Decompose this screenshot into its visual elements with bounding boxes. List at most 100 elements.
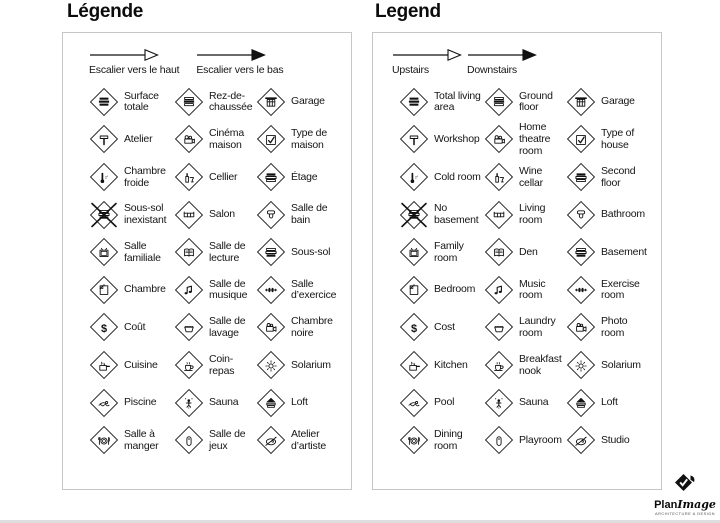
arrow-label: Escalier vers le haut: [89, 64, 180, 76]
up-arrow-icon: [393, 48, 462, 62]
legend-item: Loft: [566, 388, 653, 418]
projector-icon: [174, 125, 204, 155]
tv-icon: [89, 238, 119, 268]
sofa-icon: [484, 200, 514, 230]
legend-item-label: Bathroom: [601, 208, 645, 221]
loft-icon: [566, 388, 596, 418]
legend-item: Loft: [256, 388, 343, 418]
legend-item: Salon: [174, 200, 256, 230]
legend-item-label: Salle de jeux: [209, 427, 246, 452]
legend-item-label: Music room: [519, 277, 546, 302]
dumbbell-icon: [566, 275, 596, 305]
legend-item-label: Breakfast nook: [519, 352, 562, 377]
logo-tagline: ARCHITECTURE & DESIGN: [655, 511, 715, 516]
sofa-icon: [174, 200, 204, 230]
legend-item: Sauna: [174, 388, 256, 418]
legend-item-label: Chambre froide: [124, 164, 166, 189]
legend-item: Solarium: [566, 350, 653, 381]
legend-item: Chambre noire: [256, 313, 343, 343]
toilet-icon: [566, 200, 596, 230]
palette-icon: [566, 426, 596, 456]
legend-item: Cellier: [174, 162, 256, 193]
legend-item-label: Cold room: [434, 170, 481, 183]
legend-item-label: Den: [519, 245, 538, 258]
svg-text:$: $: [411, 323, 417, 335]
legend-item-label: Surface totale: [124, 89, 159, 114]
legend-item: Salle familiale: [89, 238, 174, 268]
stack-top-icon: [566, 162, 596, 193]
legend-item: Cinéma maison: [174, 125, 256, 155]
checkbox-icon: [566, 125, 596, 155]
svg-text:2°: 2°: [415, 175, 419, 179]
sun-icon: [566, 350, 596, 381]
arrow-label: Downstairs: [467, 64, 517, 76]
music-note-icon: [174, 275, 204, 305]
stairs-arrow-key: Upstairs Downstairs: [392, 48, 661, 77]
legend-item: Sous-sol inexistant: [89, 200, 174, 230]
legend-item-label: Chambre noire: [291, 315, 333, 339]
legend-item-label: Loft: [601, 396, 618, 409]
legend-item-label: Cinéma maison: [209, 127, 244, 151]
dumbbell-icon: [256, 275, 286, 305]
hammer-icon: [399, 125, 429, 155]
legend-item: Ground floor: [484, 87, 566, 117]
planimage-logo-icon: [675, 474, 695, 491]
legend-item-label: Garage: [291, 95, 325, 108]
cooking-pot-icon: [399, 350, 429, 381]
legend-item: Workshop: [399, 125, 484, 155]
legend-item: Total living area: [399, 87, 484, 117]
cross-out-icon: [91, 202, 117, 228]
legend-item: Piscine: [89, 388, 174, 418]
thermometer-icon: 2°: [89, 162, 119, 193]
legend-item-label: Workshop: [434, 133, 480, 146]
legend-panel-english: Upstairs Downstairs Total living area Grou…: [372, 32, 662, 490]
legend-title-french: Légende: [67, 1, 144, 22]
swimmer-icon: [399, 388, 429, 418]
legend-title-english: Legend: [375, 1, 441, 22]
arrow-label: Escalier vers le bas: [196, 64, 284, 76]
no-basement-icon: [399, 200, 429, 230]
legend-item: Laundry room: [484, 313, 566, 343]
legend-item-label: Garage: [601, 95, 635, 108]
downstairs-arrow-key: Escalier vers le bas: [196, 48, 284, 77]
movie-camera-icon: [256, 313, 286, 343]
arrow-label: Upstairs: [392, 64, 429, 76]
svg-text:$: $: [101, 323, 107, 335]
legend-item: Sous-sol: [256, 238, 343, 268]
planimage-logo: PlanImage ARCHITECTURE & DESIGN: [654, 474, 716, 516]
legend-item: 2° Chambre froide: [89, 162, 174, 193]
legend-item-label: Bedroom: [434, 283, 476, 296]
stack-top-icon: [256, 162, 286, 193]
legend-item: Den: [484, 238, 566, 268]
legend-item: No basement: [399, 200, 484, 230]
stack-middle-icon: [174, 87, 204, 117]
washbasin-icon: [174, 313, 204, 343]
legend-item-label: Coût: [124, 321, 146, 334]
legend-item-label: Living room: [519, 202, 546, 227]
legend-item: Kitchen: [399, 350, 484, 381]
stack-bottom-icon: [256, 238, 286, 268]
sauna-person-icon: [484, 388, 514, 418]
legend-item: Salle d’exercice: [256, 275, 343, 305]
legend-item: Étage: [256, 162, 343, 193]
legend-item-label: Playroom: [519, 433, 562, 446]
up-arrow-icon: [90, 48, 159, 62]
legend-item: Salle de bain: [256, 200, 343, 230]
legend-item: Chambre: [89, 275, 174, 305]
legend-item: Basement: [566, 238, 653, 268]
legend-item-label: Cuisine: [124, 358, 158, 371]
sun-icon: [256, 350, 286, 381]
legend-item-label: Salle de lecture: [209, 239, 246, 264]
legend-item: Solarium: [256, 350, 343, 381]
legend-item: Atelier: [89, 125, 174, 155]
washbasin-icon: [484, 313, 514, 343]
legend-item: Living room: [484, 200, 566, 230]
down-arrow-icon: [197, 48, 267, 62]
legend-item-label: Cellier: [209, 170, 238, 183]
legend-item-label: Loft: [291, 396, 308, 409]
legend-item-label: Type de maison: [291, 127, 327, 151]
checkbox-icon: [256, 125, 286, 155]
coffee-cup-icon: [484, 350, 514, 381]
legend-item-label: Pool: [434, 396, 455, 409]
